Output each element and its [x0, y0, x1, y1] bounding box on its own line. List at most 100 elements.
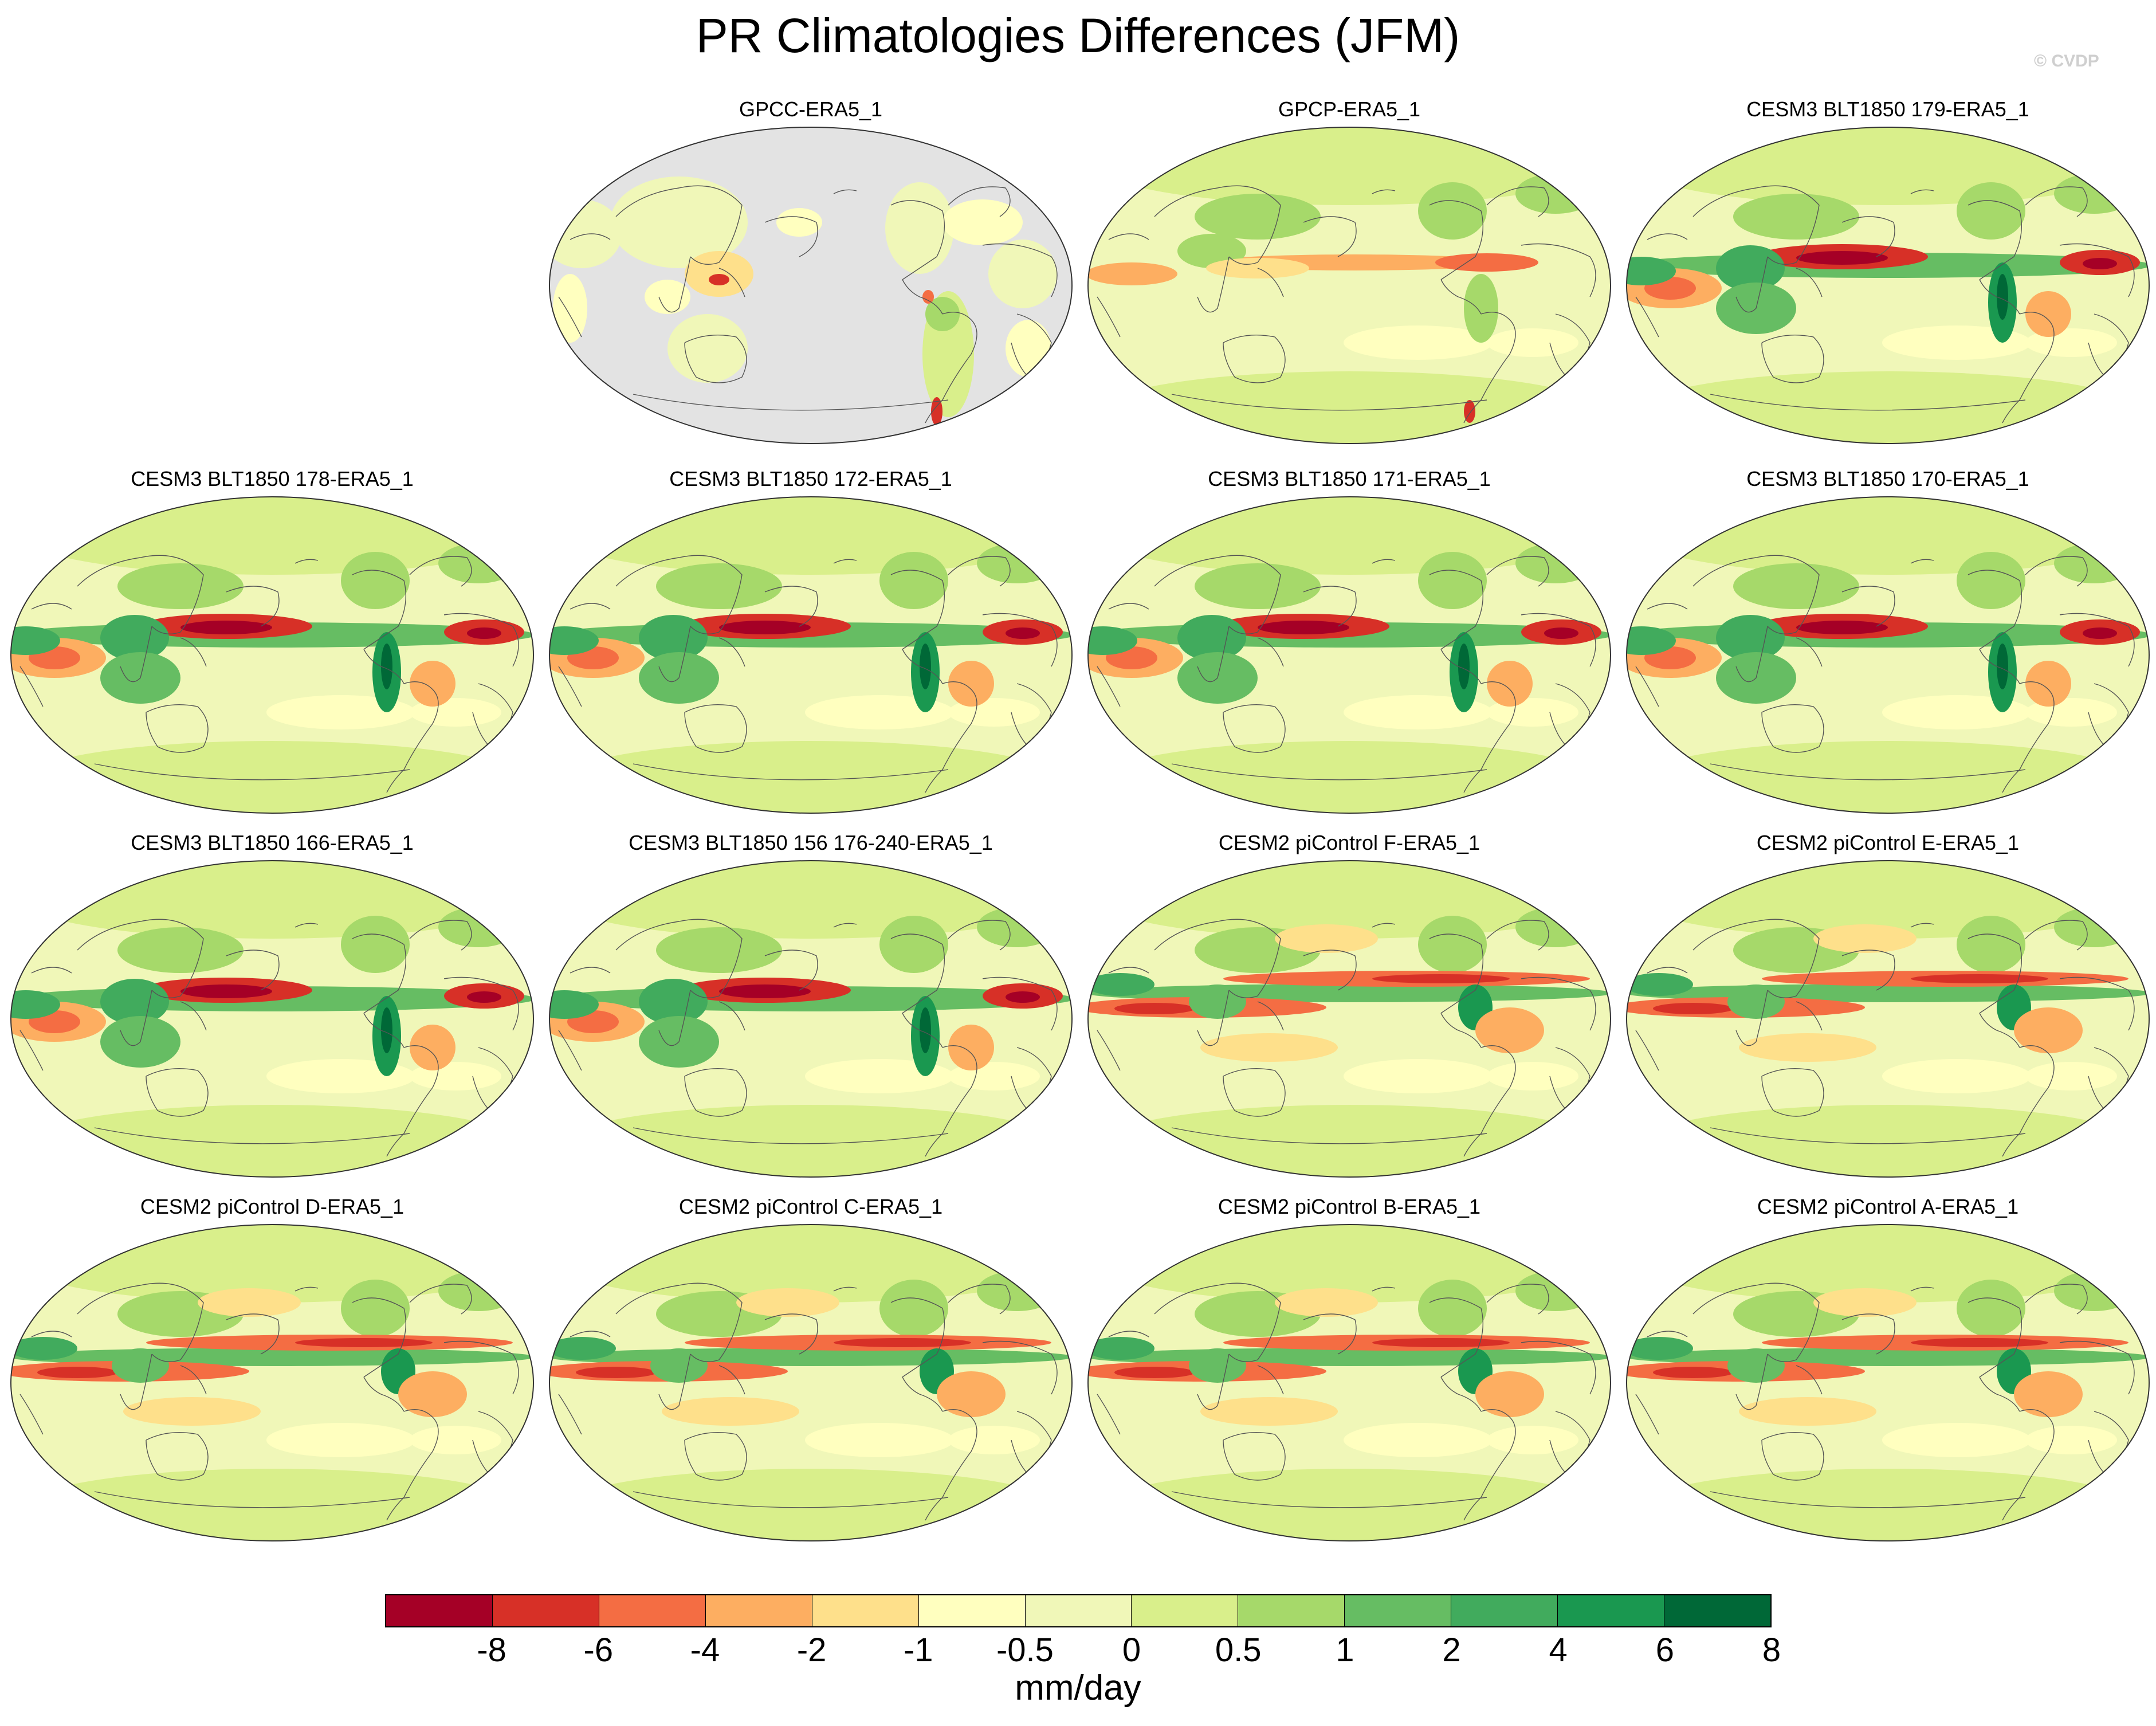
coastline: [1171, 763, 1487, 780]
panel-title: CESM2 piControl F-ERA5_1: [1218, 831, 1480, 854]
coastline: [982, 243, 1058, 297]
pacific-itcz-core: [719, 621, 811, 634]
west-indian-region: [549, 990, 599, 1019]
coastline: [1979, 1376, 2020, 1412]
coastline: [633, 763, 949, 780]
coastline: [633, 1127, 949, 1144]
spcz-region: [1739, 1397, 1876, 1426]
coastline: [1429, 1297, 1483, 1378]
coastline: [120, 1354, 152, 1410]
coastline: [718, 1001, 745, 1031]
coastline: [2002, 681, 2055, 793]
north-pacific-region: [1813, 924, 1917, 953]
coastline: [1968, 933, 2022, 1014]
west-indian-region: [549, 626, 599, 655]
map-border: [1087, 860, 1611, 1178]
north-itcz-core: [1911, 974, 2048, 983]
maritime-continent-region: [112, 1348, 169, 1383]
north-itcz-core: [1372, 974, 1510, 983]
coastline: [1910, 1286, 1934, 1292]
coastline: [1223, 704, 1286, 753]
coastline: [1979, 279, 2020, 315]
coastline: [982, 613, 1058, 667]
coastline: [1372, 1286, 1396, 1292]
south-itcz-core: [1114, 1003, 1195, 1014]
land-region: [553, 274, 587, 343]
coastline: [226, 586, 280, 627]
world-map: [10, 1224, 534, 1541]
map-border: [10, 496, 534, 814]
south-itcz-core: [1653, 1003, 1733, 1014]
spcz-region: [123, 1397, 261, 1426]
map-border: [549, 496, 1073, 814]
world-map: [1087, 1224, 1611, 1541]
panel-title: CESM3 BLT1850 171-ERA5_1: [1208, 467, 1491, 491]
south-atlantic-region: [410, 1426, 501, 1454]
map-border: [549, 1224, 1073, 1541]
colorbar-swatch: [492, 1595, 599, 1626]
north-america-region: [1418, 552, 1487, 609]
coastline: [386, 1045, 439, 1157]
north-itcz-core: [834, 1338, 971, 1347]
map-panel: CESM3 BLT1850 170-ERA5_1: [1624, 467, 2151, 822]
spcz-region: [1739, 1033, 1876, 1062]
north-america-region: [341, 552, 410, 609]
coastline: [1910, 559, 1934, 564]
coastline: [1223, 1068, 1286, 1117]
indian-ocean-region: [11, 1337, 77, 1360]
coastline: [570, 233, 611, 240]
south-atlantic-region: [2025, 1062, 2117, 1090]
europe-region: [977, 1271, 1057, 1311]
coastline: [2002, 312, 2055, 423]
coastline: [1521, 1340, 1596, 1395]
coastline: [1097, 666, 1121, 707]
indian-ocean-region: [1088, 973, 1154, 996]
coastline: [902, 1013, 943, 1048]
figure-title: PR Climatologies Differences (JFM): [696, 9, 1460, 62]
panel-title: CESM3 BLT1850 172-ERA5_1: [669, 467, 952, 491]
coastline: [1486, 186, 1549, 217]
coastline: [1796, 1365, 1823, 1395]
coastline: [31, 1331, 72, 1337]
coastline: [1257, 268, 1284, 297]
pacific-itcz-core: [719, 984, 811, 998]
north-itcz-core: [1372, 1338, 1510, 1347]
world-map: [1626, 1224, 2150, 1541]
coastline: [1761, 704, 1824, 753]
coastline: [1097, 1394, 1121, 1435]
coastline: [1197, 1354, 1230, 1410]
coastline: [925, 1045, 977, 1157]
map-panel: CESM3 BLT1850 172-ERA5_1: [547, 467, 1074, 822]
coastline: [1223, 1432, 1286, 1481]
map-border: [549, 127, 1073, 444]
coastline: [1303, 950, 1357, 991]
colorbar-tick-label: -0.5: [996, 1631, 1054, 1669]
coastline: [1796, 1001, 1823, 1031]
coastline: [2025, 920, 2088, 951]
coastline: [1303, 216, 1357, 257]
colorbar-swatch: [812, 1595, 919, 1626]
coastline: [1968, 1297, 2022, 1378]
coastline: [2002, 1045, 2055, 1157]
panel-title: CESM3 BLT1850 179-ERA5_1: [1746, 97, 2029, 121]
coastline: [948, 920, 1011, 951]
coastline: [1841, 216, 1895, 257]
colorbar-swatch: [1025, 1595, 1132, 1626]
map-border: [10, 1224, 534, 1541]
coastline: [77, 1282, 204, 1362]
europe-region: [438, 907, 519, 947]
maritime-continent-region: [1177, 234, 1246, 268]
europe-region: [2054, 907, 2134, 947]
coastline: [1979, 1013, 2020, 1048]
colorbar-tick-label: -2: [796, 1631, 827, 1669]
coastline: [180, 637, 207, 667]
colorbar-swatch: [1345, 1595, 1452, 1626]
map-panel: CESM2 piControl E-ERA5_1: [1624, 831, 2151, 1186]
coastline: [1710, 1127, 2026, 1144]
colorbar-tick-label: -1: [903, 1631, 933, 1669]
map-panel: GPCC-ERA5_1: [547, 97, 1074, 453]
panel-title: CESM2 piControl A-ERA5_1: [1757, 1195, 2019, 1218]
atlantic-itcz-core: [1006, 627, 1040, 639]
atlantic-itcz-core: [467, 627, 501, 639]
west-indian-region: [1088, 626, 1137, 655]
